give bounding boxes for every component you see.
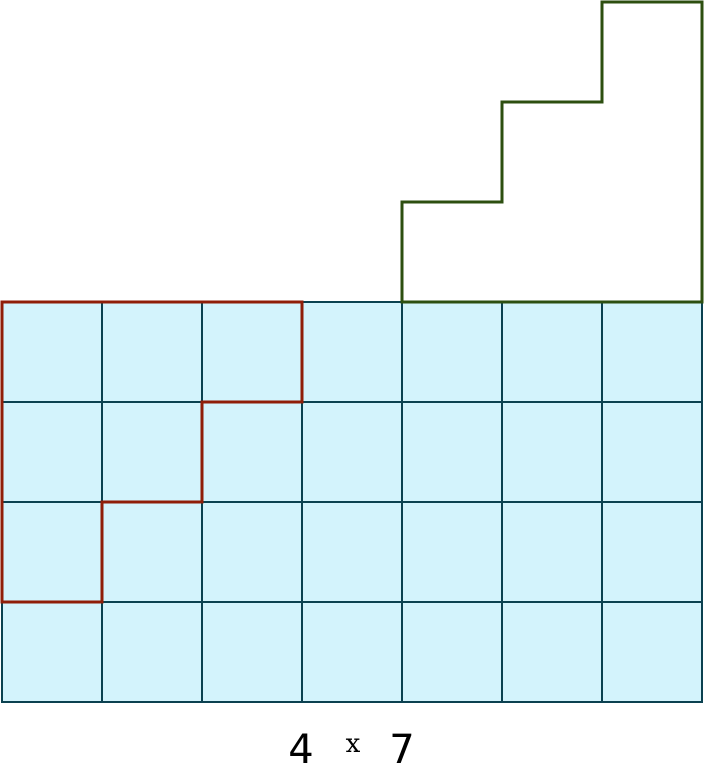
grid-cell — [201, 401, 303, 503]
grid-cell — [301, 601, 403, 703]
grid-cell — [401, 501, 503, 603]
grid-cell — [601, 601, 703, 703]
grid-cell — [601, 301, 703, 403]
grid-cell — [601, 501, 703, 603]
grid-cell — [301, 501, 403, 603]
grid-cell — [1, 501, 103, 603]
rows-value: 4 — [288, 727, 313, 765]
grid-cell — [1, 601, 103, 703]
grid — [1, 301, 703, 703]
grid-cell — [1, 401, 103, 503]
grid-cell — [101, 501, 203, 603]
grid-cell — [401, 401, 503, 503]
grid-cell — [101, 401, 203, 503]
grid-cell — [301, 401, 403, 503]
grid-cell — [401, 301, 503, 403]
times-sign: x — [346, 729, 361, 759]
grid-cell — [301, 301, 403, 403]
grid-cell — [501, 601, 603, 703]
grid-cell — [501, 501, 603, 603]
grid-cell — [1, 301, 103, 403]
grid-cell — [501, 401, 603, 503]
grid-cell — [201, 501, 303, 603]
grid-cell — [101, 601, 203, 703]
grid-cell — [501, 301, 603, 403]
grid-cell — [101, 301, 203, 403]
green-staircase-outline — [400, 0, 704, 304]
grid-cell — [201, 601, 303, 703]
grid-cell — [401, 601, 503, 703]
grid-cell — [601, 401, 703, 503]
red-staircase-outline — [0, 300, 304, 604]
grid-cell — [201, 301, 303, 403]
cols-value: 7 — [389, 727, 414, 765]
dimension-label: 4 x 7 — [288, 727, 414, 765]
